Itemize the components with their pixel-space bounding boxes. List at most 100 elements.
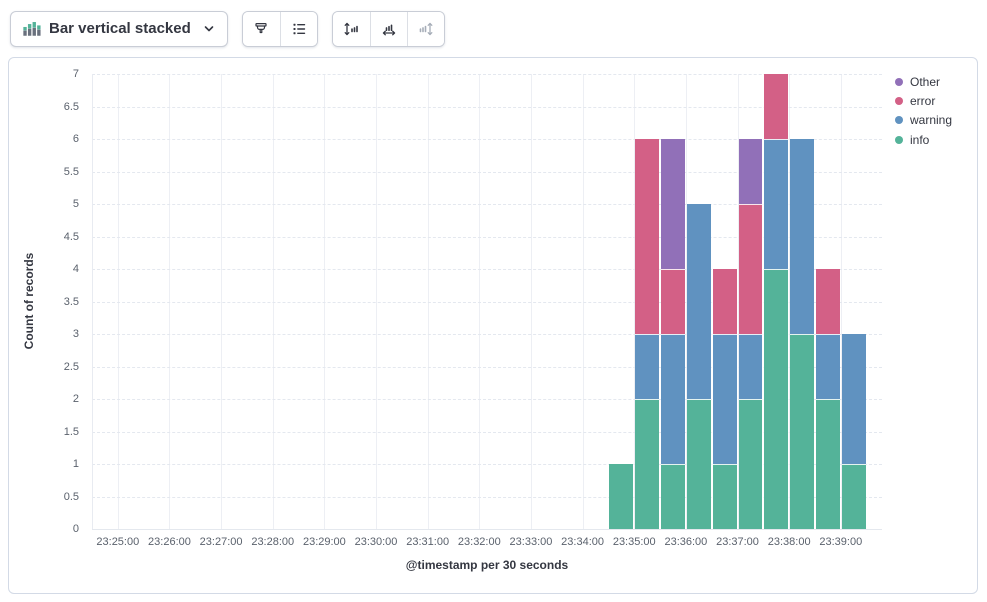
gridline-horizontal (92, 399, 882, 400)
y-tick-label: 3.5 (63, 295, 79, 308)
gridline-horizontal (92, 301, 882, 303)
x-tick-label: 23:31:00 (406, 536, 450, 548)
bottom-axis-button[interactable] (369, 11, 407, 46)
chevron-down-icon (203, 23, 215, 35)
gridline-horizontal (92, 431, 882, 433)
legend-label: Other (910, 74, 941, 89)
x-tick-label: 23:34:00 (561, 536, 605, 548)
legend-dot-icon (895, 116, 903, 125)
bar-segment-warning[interactable] (764, 139, 789, 269)
y-axis-line (92, 74, 93, 529)
legend-item-info[interactable]: info (895, 130, 952, 149)
bar-segment-warning[interactable] (686, 204, 711, 399)
x-axis-line (92, 529, 882, 530)
bar-segment-warning[interactable] (738, 334, 763, 399)
legend-label: info (910, 132, 930, 147)
gridline-horizontal (92, 496, 882, 498)
list-icon (291, 21, 307, 37)
style-button-group (241, 10, 318, 47)
y-tick-label: 6.5 (63, 100, 79, 113)
legend: Other error warning info (895, 72, 952, 150)
x-tick-label: 23:35:00 (612, 536, 656, 548)
bar-segment-info[interactable] (738, 399, 763, 529)
gridline-horizontal (92, 204, 882, 205)
bar-segment-warning[interactable] (661, 334, 685, 464)
legend-item-other[interactable]: Other (895, 72, 952, 91)
x-tick-label: 23:33:00 (509, 536, 553, 548)
bar-segment-error[interactable] (738, 204, 763, 334)
bar-segment-error[interactable] (661, 269, 685, 334)
gridline-horizontal (92, 334, 882, 335)
axes-button-group (331, 10, 445, 47)
bar-segment-error[interactable] (764, 74, 789, 139)
legend-label: error (910, 94, 936, 109)
bar-segment-info[interactable] (635, 399, 660, 529)
brush-icon (253, 21, 269, 37)
legend-dot-icon (895, 77, 903, 86)
y-axis-title: Count of records (22, 252, 36, 350)
bar-segment-other[interactable] (738, 139, 763, 204)
y-tick-label: 2 (72, 393, 79, 405)
gridline-horizontal (92, 74, 882, 75)
gridline-horizontal (92, 464, 882, 465)
legend-dot-icon (895, 97, 903, 106)
y-tick-label: 3 (72, 328, 79, 340)
bar-segment-error[interactable] (635, 139, 660, 334)
left-axis-button[interactable] (332, 11, 370, 46)
bar-segment-other[interactable] (661, 139, 685, 269)
bar-segment-warning[interactable] (635, 334, 660, 399)
bar-segment-info[interactable] (686, 399, 711, 529)
x-tick-label: 23:32:00 (457, 536, 501, 548)
bar-segment-error[interactable] (815, 269, 840, 334)
bar-segment-warning[interactable] (841, 334, 866, 464)
x-tick-label: 23:27:00 (199, 536, 243, 548)
x-tick-label: 23:28:00 (251, 536, 295, 548)
legend-label: warning (910, 113, 953, 128)
x-tick-label: 23:30:00 (354, 536, 398, 548)
axis-left-icon (343, 21, 359, 37)
bar-segment-warning[interactable] (815, 334, 840, 399)
x-tick-label: 23:39:00 (819, 536, 863, 548)
legend-button[interactable] (279, 11, 317, 46)
axis-right-icon (418, 21, 434, 37)
gridline-horizontal (92, 366, 882, 368)
axis-bottom-icon (381, 21, 397, 37)
y-tick-label: 0.5 (63, 490, 79, 503)
bar-segment-error[interactable] (712, 269, 737, 334)
bar-segment-info[interactable] (815, 399, 840, 529)
legend-item-error[interactable]: error (895, 91, 952, 110)
bar-segment-info[interactable] (790, 334, 814, 529)
x-tick-label: 23:38:00 (767, 536, 811, 548)
gridline-horizontal (92, 269, 882, 270)
gridline-horizontal (92, 139, 882, 140)
y-tick-label: 5.5 (63, 165, 79, 178)
bar-segment-info[interactable] (764, 269, 789, 529)
y-tick-label: 1.5 (63, 425, 79, 438)
bar-segment-info[interactable] (661, 464, 685, 529)
bar-vertical-stacked-icon (23, 20, 41, 38)
y-tick-label: 0 (72, 523, 79, 535)
bar-segment-warning[interactable] (790, 139, 814, 334)
visual-options-button[interactable] (242, 11, 280, 46)
y-tick-label: 4 (72, 263, 79, 275)
gridline-horizontal (92, 236, 882, 238)
x-tick-label: 23:25:00 (96, 536, 140, 548)
y-tick-label: 5 (72, 198, 79, 210)
bar-segment-warning[interactable] (712, 334, 737, 464)
legend-dot-icon (895, 135, 903, 144)
bar-segment-info[interactable] (841, 464, 866, 529)
x-tick-label: 23:36:00 (664, 536, 708, 548)
x-axis-title: @timestamp per 30 seconds (405, 558, 569, 572)
bar-segment-info[interactable] (609, 464, 634, 529)
legend-item-warning[interactable]: warning (895, 111, 952, 130)
right-axis-button[interactable] (406, 11, 444, 46)
x-tick-label: 23:29:00 (302, 536, 346, 548)
y-tick-label: 6 (72, 133, 79, 145)
bar-segment-info[interactable] (712, 464, 737, 529)
toolbar: Bar vertical stacked (0, 0, 987, 57)
chart-type-dropdown[interactable]: Bar vertical stacked (10, 10, 228, 47)
x-tick-label: 23:26:00 (148, 536, 191, 548)
x-tick-label: 23:37:00 (716, 536, 759, 548)
gridline-horizontal (92, 171, 882, 173)
